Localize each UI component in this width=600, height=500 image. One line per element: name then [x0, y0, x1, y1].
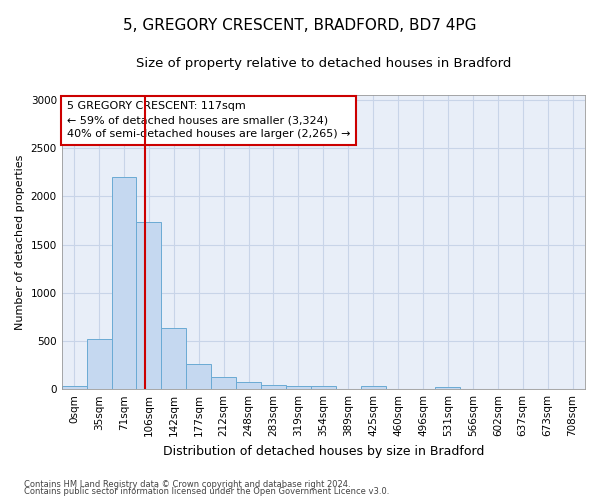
- Bar: [236, 382, 261, 389]
- Bar: [311, 386, 336, 389]
- Text: Contains HM Land Registry data © Crown copyright and database right 2024.: Contains HM Land Registry data © Crown c…: [24, 480, 350, 489]
- X-axis label: Distribution of detached houses by size in Bradford: Distribution of detached houses by size …: [163, 444, 484, 458]
- Bar: [261, 385, 286, 389]
- Y-axis label: Number of detached properties: Number of detached properties: [15, 154, 25, 330]
- Bar: [436, 388, 460, 389]
- Bar: [62, 386, 86, 389]
- Bar: [161, 328, 186, 389]
- Text: 5 GREGORY CRESCENT: 117sqm
← 59% of detached houses are smaller (3,324)
40% of s: 5 GREGORY CRESCENT: 117sqm ← 59% of deta…: [67, 101, 350, 139]
- Bar: [186, 364, 211, 389]
- Bar: [86, 339, 112, 389]
- Bar: [112, 177, 136, 389]
- Text: 5, GREGORY CRESCENT, BRADFORD, BD7 4PG: 5, GREGORY CRESCENT, BRADFORD, BD7 4PG: [123, 18, 477, 32]
- Bar: [286, 386, 311, 389]
- Bar: [136, 222, 161, 389]
- Text: Contains public sector information licensed under the Open Government Licence v3: Contains public sector information licen…: [24, 487, 389, 496]
- Bar: [361, 386, 386, 389]
- Bar: [211, 376, 236, 389]
- Title: Size of property relative to detached houses in Bradford: Size of property relative to detached ho…: [136, 58, 511, 70]
